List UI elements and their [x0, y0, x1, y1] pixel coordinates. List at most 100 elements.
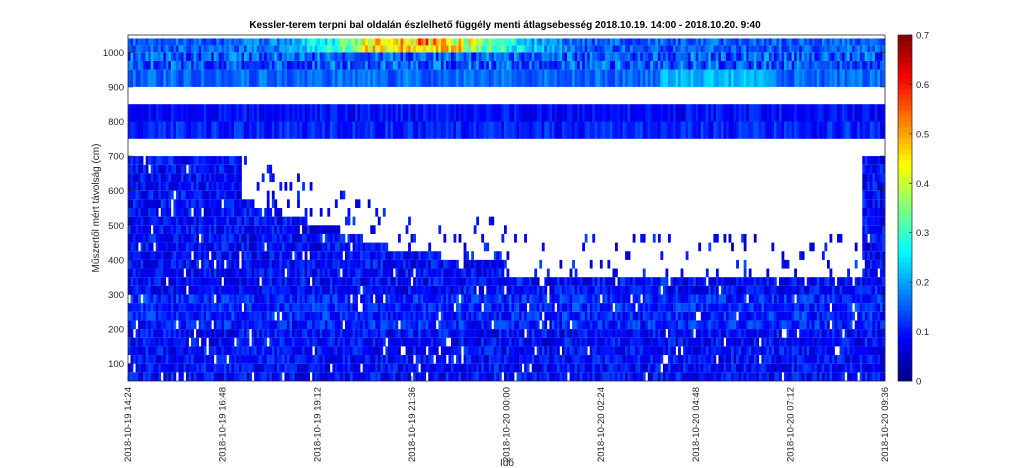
heatmap-cell [183, 190, 187, 200]
heatmap-cell [226, 208, 230, 217]
heatmap-cell [254, 277, 257, 286]
heatmap-cell [433, 104, 437, 122]
heatmap-cell [165, 242, 169, 252]
heatmap-cell [256, 38, 260, 46]
heatmap-cell [458, 69, 462, 87]
heatmap-cell [529, 355, 533, 364]
heatmap-cell [408, 69, 411, 87]
heatmap-cell [597, 311, 601, 321]
heatmap-cell [506, 311, 510, 321]
heatmap-cell [173, 363, 177, 373]
heatmap-cell [501, 69, 505, 87]
heatmap-cell [329, 303, 333, 312]
heatmap-cell [324, 251, 328, 260]
heatmap-cell [334, 104, 338, 122]
heatmap-cell [133, 164, 136, 174]
heatmap-cell [294, 372, 298, 381]
heatmap-cell [130, 225, 134, 234]
heatmap-cell [445, 38, 449, 46]
heatmap-cell [350, 311, 353, 321]
heatmap-cell [461, 52, 464, 61]
heatmap-cell [221, 346, 225, 356]
heatmap-cell [637, 294, 641, 304]
heatmap-cell [551, 311, 555, 321]
heatmap-cell [509, 52, 512, 61]
heatmap-cell [286, 52, 290, 61]
heatmap-cell [271, 277, 275, 286]
heatmap-cell [299, 285, 303, 295]
heatmap-cell [372, 355, 376, 364]
heatmap-cell [216, 251, 220, 260]
heatmap-cell [572, 45, 575, 53]
heatmap-cell [420, 363, 424, 373]
heatmap-cell [130, 104, 134, 122]
heatmap-cell [395, 363, 399, 373]
heatmap-cell [360, 69, 363, 87]
heatmap-cell [302, 355, 305, 364]
heatmap-cell [274, 121, 278, 139]
heatmap-cell [180, 355, 184, 364]
heatmap-cell [140, 372, 144, 381]
heatmap-cell [178, 225, 182, 234]
heatmap-cell [456, 363, 459, 373]
heatmap-cell [317, 233, 321, 243]
heatmap-cell [158, 182, 162, 191]
heatmap-cell [128, 303, 131, 312]
heatmap-cell [622, 346, 626, 356]
heatmap-cell [339, 337, 343, 347]
heatmap-cell [420, 121, 424, 139]
heatmap-cell [203, 329, 207, 338]
heatmap-cell [423, 45, 427, 53]
heatmap-cell [589, 38, 593, 46]
heatmap-cell [640, 329, 644, 338]
heatmap-cell [173, 329, 177, 338]
heatmap-cell [269, 355, 273, 364]
heatmap-cell [203, 52, 207, 61]
heatmap-cell [387, 45, 391, 53]
heatmap-cell [246, 60, 250, 70]
heatmap-cell [534, 311, 538, 321]
heatmap-cell [607, 60, 611, 70]
heatmap-cell [448, 355, 452, 364]
heatmap-cell [496, 303, 500, 312]
heatmap-cell [143, 329, 146, 338]
heatmap-cell [387, 337, 391, 347]
heatmap-cell [163, 268, 167, 278]
heatmap-cell [299, 60, 303, 70]
heatmap-cell [612, 294, 616, 304]
heatmap-cell [597, 52, 601, 61]
heatmap-cell [239, 242, 242, 252]
heatmap-cell [448, 363, 452, 373]
heatmap-cell [357, 104, 361, 122]
heatmap-cell [329, 285, 333, 295]
heatmap-cell [567, 329, 570, 338]
heatmap-cell [597, 355, 601, 364]
heatmap-cell [261, 251, 265, 260]
heatmap-cell [408, 346, 411, 356]
heatmap-cell [259, 69, 263, 87]
heatmap-cell [529, 372, 533, 381]
heatmap-cell [410, 311, 414, 321]
heatmap-cell [604, 285, 608, 295]
heatmap-cell [183, 156, 187, 165]
heatmap-cell [352, 242, 356, 252]
heatmap-cell [483, 52, 487, 61]
heatmap-cell [254, 259, 257, 269]
heatmap-cell [559, 337, 563, 347]
heatmap-cell [476, 294, 480, 304]
heatmap-cell [188, 285, 192, 295]
heatmap-cell [138, 69, 141, 87]
heatmap-cell [395, 329, 399, 338]
heatmap-cell [362, 294, 366, 304]
heatmap-cell [191, 259, 194, 269]
heatmap-cell [165, 164, 169, 174]
heatmap-cell [249, 225, 252, 234]
heatmap-cell [425, 259, 429, 269]
heatmap-cell [370, 225, 374, 234]
heatmap-cell [163, 190, 167, 200]
heatmap-cell [450, 45, 454, 53]
heatmap-cell [319, 52, 323, 61]
heatmap-cell [198, 285, 202, 295]
heatmap-cell [433, 45, 437, 53]
heatmap-cell [360, 329, 363, 338]
